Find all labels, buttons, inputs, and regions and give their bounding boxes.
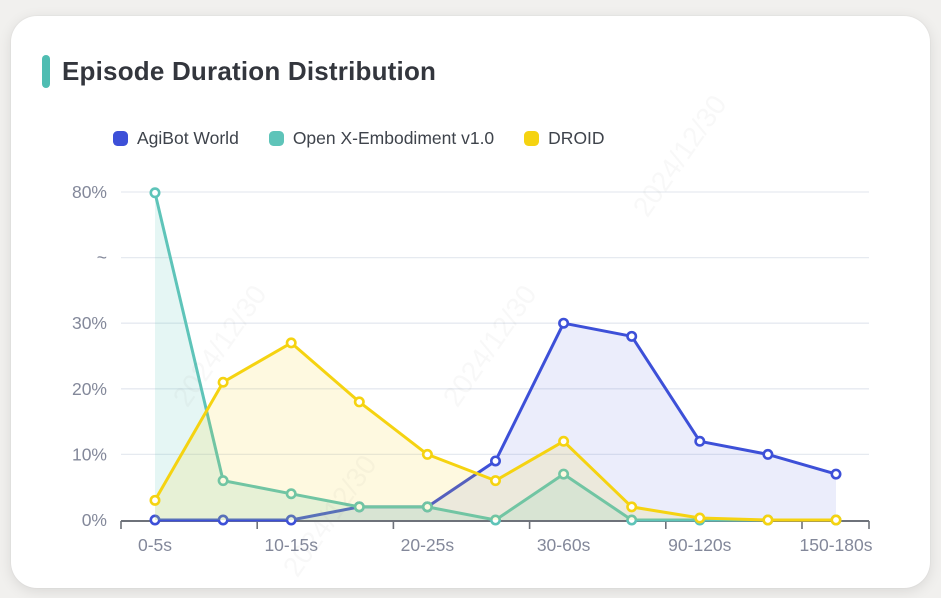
legend-swatch-icon xyxy=(113,131,128,146)
legend-swatch-icon xyxy=(524,131,540,146)
legend-item-droid[interactable]: DROID xyxy=(524,128,605,149)
legend-item-agibot-world[interactable]: AgiBot World xyxy=(113,128,239,149)
legend-label: AgiBot World xyxy=(137,128,239,148)
chart-card: Episode Duration Distribution AgiBot Wor… xyxy=(11,16,930,588)
legend-item-open-x-embodiment-v1-0[interactable]: Open X-Embodiment v1.0 xyxy=(268,128,495,149)
title-accent-bar xyxy=(42,55,50,88)
legend-swatch-icon xyxy=(268,131,284,146)
legend: AgiBot World Open X-Embodiment v1.0 DROID xyxy=(113,128,605,149)
page-title: Episode Duration Distribution xyxy=(62,56,437,86)
legend-label: Open X-Embodiment v1.0 xyxy=(292,128,495,148)
title-row: Episode Duration Distribution xyxy=(42,55,436,88)
legend-label: DROID xyxy=(548,128,605,148)
